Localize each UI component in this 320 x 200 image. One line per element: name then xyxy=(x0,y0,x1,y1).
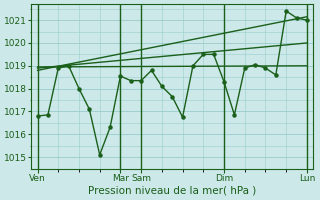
X-axis label: Pression niveau de la mer( hPa ): Pression niveau de la mer( hPa ) xyxy=(88,186,256,196)
